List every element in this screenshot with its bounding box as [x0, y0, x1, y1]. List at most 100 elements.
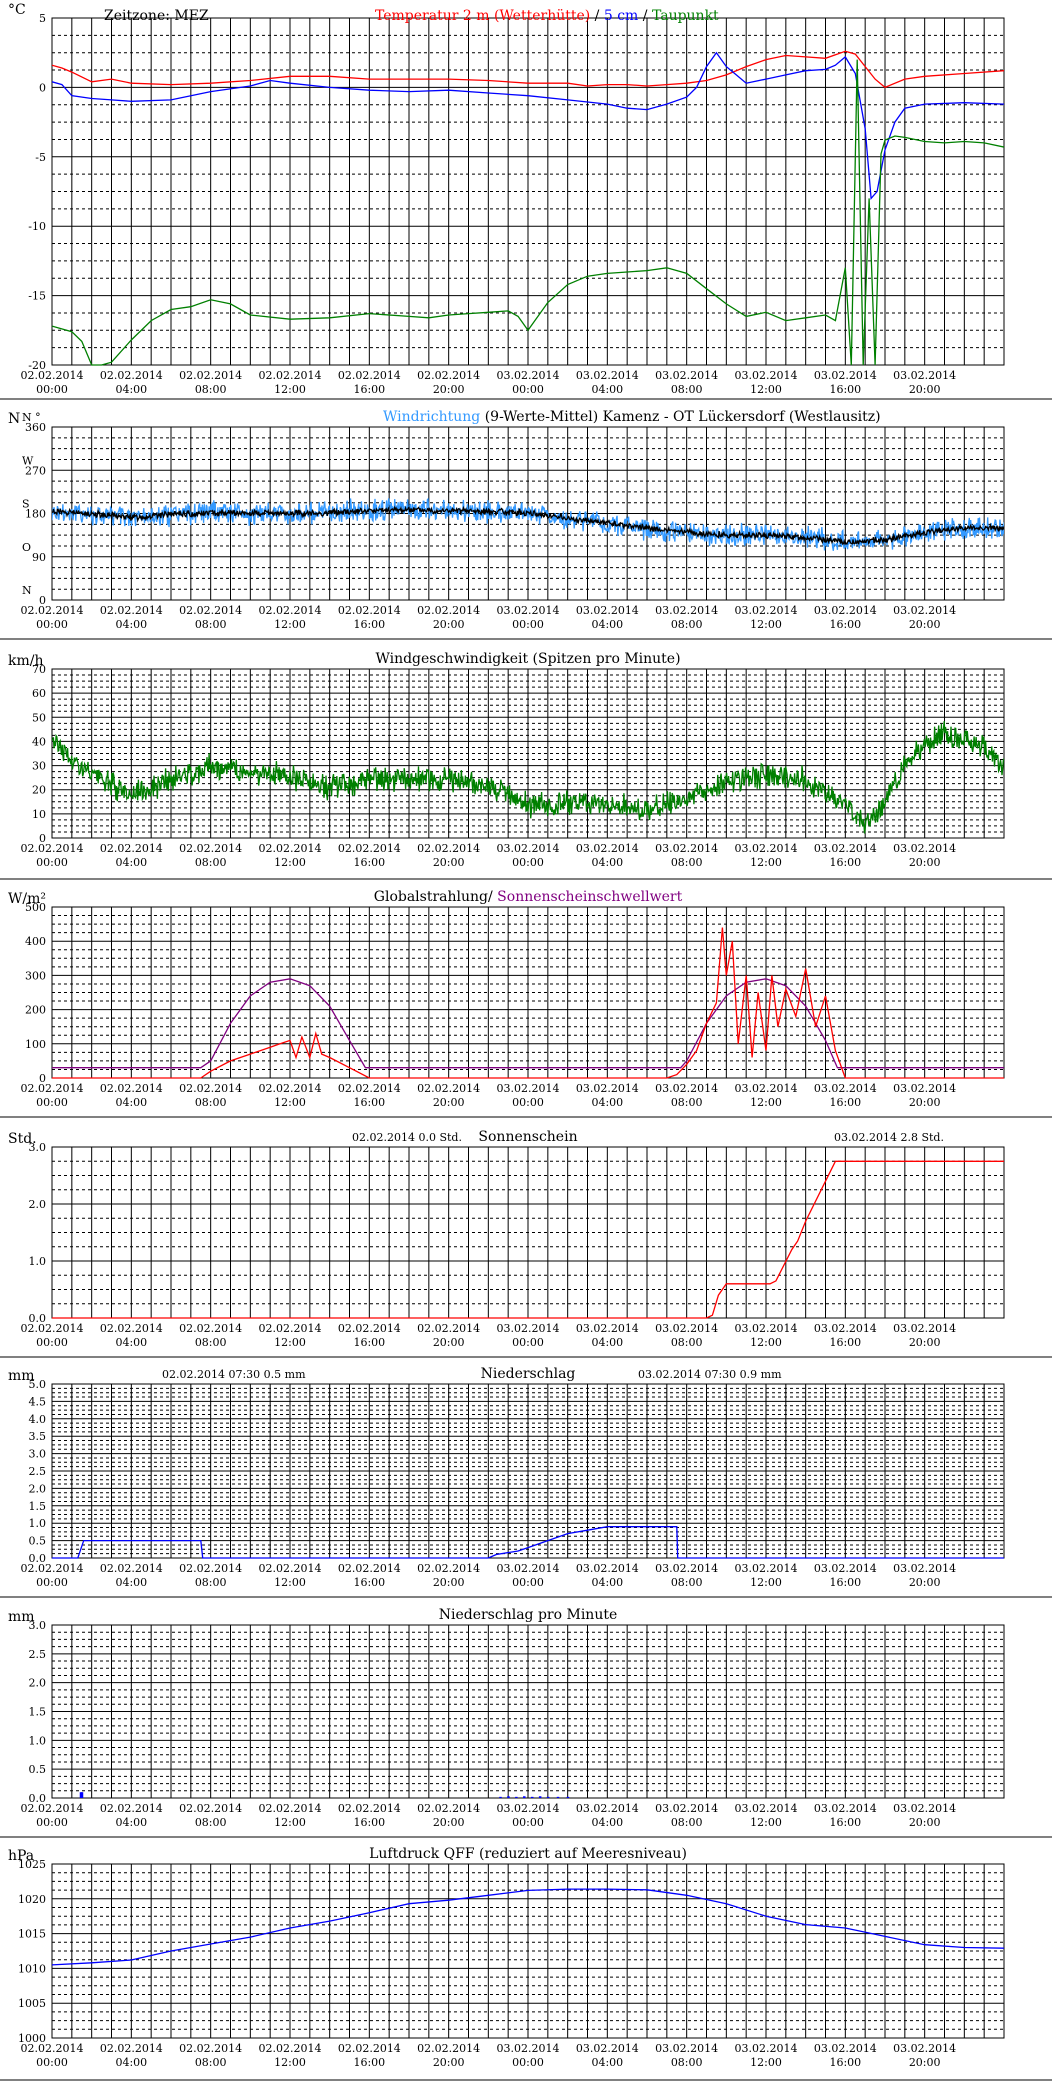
y-tick-label: 0.0 — [29, 1312, 47, 1325]
x-tick-time: 00:00 — [512, 1096, 544, 1109]
y-tick-label: 3.5 — [29, 1430, 47, 1443]
x-tick-time: 04:00 — [591, 383, 623, 396]
x-tick-time: 08:00 — [195, 1576, 227, 1589]
y-tick-label: 1020 — [18, 1893, 46, 1906]
x-tick-date: 02.02.2014 — [338, 1562, 401, 1575]
y-tick-label: 1.0 — [29, 1255, 47, 1268]
series-line-0 — [52, 497, 1004, 551]
precip-bar — [515, 1796, 518, 1798]
x-tick-date: 02.02.2014 — [417, 1562, 480, 1575]
unit-label: hPa — [8, 1848, 34, 1864]
y-tick-label: 360 — [25, 421, 46, 434]
y-tick-label: -15 — [28, 290, 46, 303]
x-tick-time: 20:00 — [433, 1816, 465, 1829]
x-tick-time: 04:00 — [591, 1336, 623, 1349]
x-tick-date: 03.02.2014 — [735, 369, 798, 382]
x-tick-date: 02.02.2014 — [417, 1082, 480, 1095]
x-tick-date: 02.02.2014 — [21, 2042, 84, 2055]
x-tick-date: 03.02.2014 — [814, 1322, 877, 1335]
x-tick-date: 03.02.2014 — [735, 604, 798, 617]
x-tick-date: 02.02.2014 — [259, 1802, 322, 1815]
direction-label: N ° — [22, 411, 41, 424]
x-tick-time: 12:00 — [274, 1336, 306, 1349]
x-tick-time: 00:00 — [36, 1816, 68, 1829]
chart-title: Niederschlag — [481, 1366, 576, 1382]
x-tick-time: 12:00 — [750, 856, 782, 869]
y-tick-label: 30 — [32, 760, 46, 773]
x-tick-date: 02.02.2014 — [179, 1082, 242, 1095]
x-tick-time: 16:00 — [353, 1576, 385, 1589]
x-tick-date: 03.02.2014 — [497, 1322, 560, 1335]
x-tick-time: 12:00 — [750, 383, 782, 396]
x-tick-date: 03.02.2014 — [814, 1082, 877, 1095]
x-tick-time: 04:00 — [591, 856, 623, 869]
y-tick-label: 1000 — [18, 2032, 46, 2045]
x-tick-date: 03.02.2014 — [814, 1802, 877, 1815]
x-tick-date: 03.02.2014 — [735, 1802, 798, 1815]
x-tick-time: 20:00 — [433, 1576, 465, 1589]
direction-label: W — [22, 454, 34, 467]
x-tick-date: 02.02.2014 — [100, 1802, 163, 1815]
x-tick-date: 02.02.2014 — [417, 1802, 480, 1815]
y-tick-label: 10 — [32, 808, 46, 821]
x-tick-date: 03.02.2014 — [497, 369, 560, 382]
x-tick-date: 03.02.2014 — [893, 842, 956, 855]
x-tick-date: 02.02.2014 — [179, 369, 242, 382]
x-tick-time: 04:00 — [115, 856, 147, 869]
x-tick-time: 12:00 — [750, 1336, 782, 1349]
x-tick-time: 08:00 — [195, 2056, 227, 2069]
x-tick-time: 00:00 — [36, 1336, 68, 1349]
x-tick-time: 16:00 — [353, 2056, 385, 2069]
y-tick-label: 2.5 — [29, 1648, 47, 1661]
x-tick-time: 20:00 — [909, 1576, 941, 1589]
x-tick-date: 03.02.2014 — [655, 842, 718, 855]
x-tick-time: 16:00 — [829, 1096, 861, 1109]
x-tick-time: 12:00 — [274, 1096, 306, 1109]
x-tick-date: 02.02.2014 — [179, 1562, 242, 1575]
x-tick-date: 03.02.2014 — [814, 1562, 877, 1575]
x-tick-date: 03.02.2014 — [497, 1802, 560, 1815]
series-line-1 — [52, 505, 1004, 546]
chart-temp: 5 0 -5 -10 -15 -20 °C Zeitzone: MEZ Temperatur 2… — [0, 2, 1052, 400]
series-layer — [52, 1888, 1004, 1966]
series-layer — [52, 1160, 1004, 1319]
x-tick-date: 03.02.2014 — [655, 604, 718, 617]
x-tick-time: 16:00 — [829, 1576, 861, 1589]
x-tick-time: 20:00 — [909, 383, 941, 396]
x-tick-time: 16:00 — [829, 2056, 861, 2069]
x-tick-time: 00:00 — [512, 2056, 544, 2069]
precip-bar — [507, 1796, 510, 1798]
y-tick-label: 0.5 — [29, 1763, 47, 1776]
x-tick-date: 03.02.2014 — [814, 2042, 877, 2055]
x-tick-time: 08:00 — [671, 1336, 703, 1349]
x-tick-time: 16:00 — [353, 1816, 385, 1829]
x-tick-time: 00:00 — [512, 383, 544, 396]
y-tick-label: 40 — [32, 735, 46, 748]
x-tick-time: 00:00 — [36, 1576, 68, 1589]
y-tick-label: 1.5 — [29, 1500, 47, 1513]
x-tick-date: 03.02.2014 — [735, 1082, 798, 1095]
x-tick-time: 16:00 — [829, 618, 861, 631]
x-tick-date: 03.02.2014 — [735, 2042, 798, 2055]
x-tick-date: 02.02.2014 — [179, 842, 242, 855]
series-line-1 — [52, 927, 1004, 1079]
y-tick-label: 0 — [39, 1072, 46, 1085]
x-tick-time: 12:00 — [274, 856, 306, 869]
x-tick-time: 12:00 — [274, 1576, 306, 1589]
y-tick-label: 1015 — [18, 1928, 46, 1941]
x-tick-time: 00:00 — [512, 856, 544, 869]
x-tick-time: 00:00 — [36, 618, 68, 631]
x-tick-date: 02.02.2014 — [21, 1082, 84, 1095]
y-tick-label: 500 — [25, 901, 46, 914]
x-tick-date: 02.02.2014 — [21, 1562, 84, 1575]
x-tick-date: 02.02.2014 — [100, 1322, 163, 1335]
y-tick-label: 1010 — [18, 1962, 46, 1975]
chart-precip: 5.0 4.5 4.0 3.5 3.0 2.5 2.0 1.5 1.0 0.5 0.0 mm Niede… — [0, 1366, 1052, 1598]
x-tick-time: 08:00 — [195, 618, 227, 631]
x-tick-date: 02.02.2014 — [21, 604, 84, 617]
x-tick-date: 03.02.2014 — [655, 1082, 718, 1095]
y-tick-label: 100 — [25, 1038, 46, 1051]
x-tick-date: 03.02.2014 — [655, 1802, 718, 1815]
x-tick-date: 03.02.2014 — [893, 1322, 956, 1335]
